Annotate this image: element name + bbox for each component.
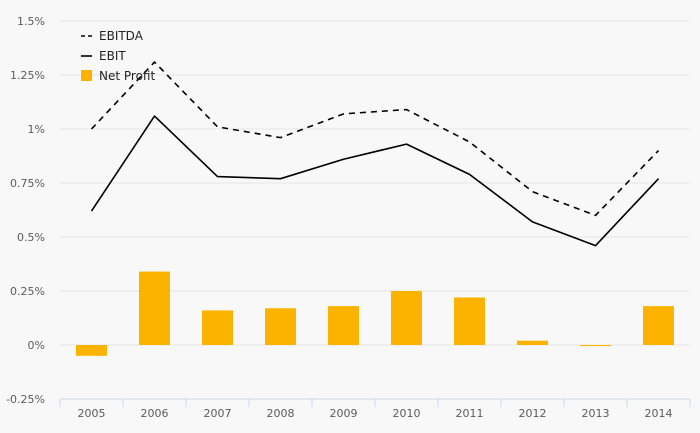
x-tick-label: 2008 <box>267 407 295 420</box>
bar-net-profit <box>580 345 611 347</box>
x-tick-label: 2014 <box>645 407 673 420</box>
x-tick-label: 2013 <box>582 407 610 420</box>
y-tick-label: -0.25% <box>6 393 45 406</box>
legend-item: Net Profit <box>81 69 155 83</box>
y-tick-label: 0.25% <box>10 285 45 298</box>
bar-net-profit <box>139 271 170 345</box>
axis-layer: 1.5% 1.25% 1% 0.75% 0.5% 0.25% 0% -0.25% 2005 200… <box>6 15 691 420</box>
bar-net-profit <box>328 306 359 345</box>
bar-net-profit <box>643 306 674 345</box>
line-ebitda <box>90 61 660 217</box>
y-tick-label: 0.5% <box>17 231 45 244</box>
x-tick-label: 2005 <box>78 407 106 420</box>
bar-net-profit <box>265 308 296 345</box>
legend-label: Net Profit <box>99 69 155 83</box>
line-ebit <box>90 115 660 247</box>
legend-label: EBIT <box>99 49 126 63</box>
legend-item: EBIT <box>81 49 126 63</box>
y-tick-label: 1.5% <box>17 15 45 28</box>
legend-label: EBITDA <box>99 29 144 43</box>
bar-layer <box>76 271 674 356</box>
legend-item: EBITDA <box>81 29 144 43</box>
y-tick-label: 0.75% <box>10 177 45 190</box>
x-tick-label: 2012 <box>519 407 547 420</box>
bar-net-profit <box>454 297 485 345</box>
bar-net-profit <box>202 310 233 345</box>
legend: EBITDA EBIT Net Profit <box>81 29 155 83</box>
y-tick-label: 1% <box>28 123 45 136</box>
x-tick-label: 2006 <box>141 407 169 420</box>
x-tick-label: 2010 <box>393 407 421 420</box>
line-layer <box>90 61 660 247</box>
bar-net-profit <box>391 291 422 345</box>
bar-net-profit <box>517 340 548 345</box>
bar-net-profit <box>76 345 107 356</box>
x-tick-label: 2007 <box>204 407 232 420</box>
x-tick-label: 2011 <box>456 407 484 420</box>
y-tick-label: 1.25% <box>10 69 45 82</box>
x-tick-label: 2009 <box>330 407 358 420</box>
legend-swatch <box>81 70 92 81</box>
y-tick-label: 0% <box>28 339 45 352</box>
